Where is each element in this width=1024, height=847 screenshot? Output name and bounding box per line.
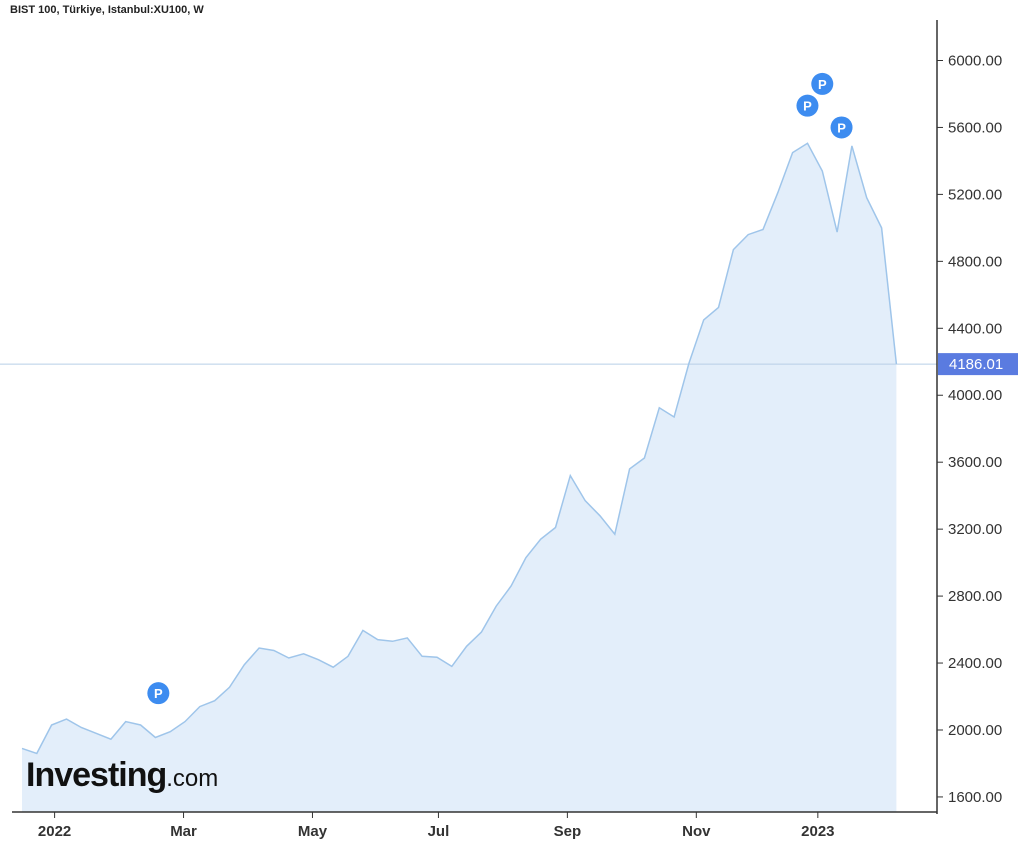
event-marker-dot[interactable] bbox=[147, 682, 170, 705]
x-tick-label: Mar bbox=[170, 823, 197, 840]
watermark-brand: Investing bbox=[26, 756, 167, 794]
y-tick-label: 3600.00 bbox=[948, 454, 1002, 471]
y-tick-label: 2400.00 bbox=[948, 655, 1002, 672]
event-marker[interactable]: P bbox=[830, 116, 853, 139]
event-marker-dot[interactable] bbox=[830, 116, 853, 139]
watermark-suffix: .com bbox=[166, 765, 219, 792]
y-axis-ticks: 1600.00 2000.00 2400.00 2800.00 3200.00 3600.… bbox=[937, 52, 1002, 806]
event-marker[interactable]: P bbox=[147, 682, 170, 705]
y-tick-label: 4400.00 bbox=[948, 320, 1002, 337]
y-tick-label: 5200.00 bbox=[948, 186, 1002, 203]
y-tick-label: 5600.00 bbox=[948, 119, 1002, 136]
last-price-badge-bg bbox=[938, 353, 1018, 376]
event-marker-dot[interactable] bbox=[796, 94, 819, 117]
event-marker-label: P bbox=[837, 120, 846, 135]
x-tick-label: May bbox=[298, 823, 328, 840]
event-marker-label: P bbox=[803, 99, 812, 114]
last-price-badge: 4186.01 bbox=[938, 353, 1018, 376]
chart-title: BIST 100, Türkiye, Istanbul:XU100, W bbox=[10, 4, 204, 16]
price-area-fill bbox=[22, 143, 897, 813]
event-marker-dot[interactable] bbox=[811, 72, 834, 95]
y-tick-label: 1600.00 bbox=[948, 789, 1002, 806]
event-marker[interactable]: P bbox=[796, 94, 819, 117]
event-marker-label: P bbox=[818, 77, 827, 92]
last-price-label: 4186.01 bbox=[949, 356, 1003, 373]
price-series-line[interactable] bbox=[21, 142, 898, 755]
y-tick-label: 4800.00 bbox=[948, 253, 1002, 270]
y-tick-label: 3200.00 bbox=[948, 521, 1002, 538]
y-tick-label: 6000.00 bbox=[948, 52, 1002, 69]
x-tick-label: Jul bbox=[428, 823, 450, 840]
investing-watermark: Investing.com bbox=[26, 756, 218, 795]
x-axis-ticks: 2022 Mar May Jul Sep Nov 2023 bbox=[38, 812, 835, 840]
y-tick-label: 2800.00 bbox=[948, 588, 1002, 605]
x-tick-label: Sep bbox=[554, 823, 582, 840]
axes bbox=[12, 20, 938, 814]
x-tick-label: 2022 bbox=[38, 823, 71, 840]
y-tick-label: 2000.00 bbox=[948, 722, 1002, 739]
x-tick-label: 2023 bbox=[801, 823, 834, 840]
y-tick-label: 4000.00 bbox=[948, 387, 1002, 404]
x-tick-label: Nov bbox=[682, 823, 711, 840]
event-marker-label: P bbox=[154, 686, 163, 701]
event-marker[interactable]: P bbox=[811, 72, 834, 95]
